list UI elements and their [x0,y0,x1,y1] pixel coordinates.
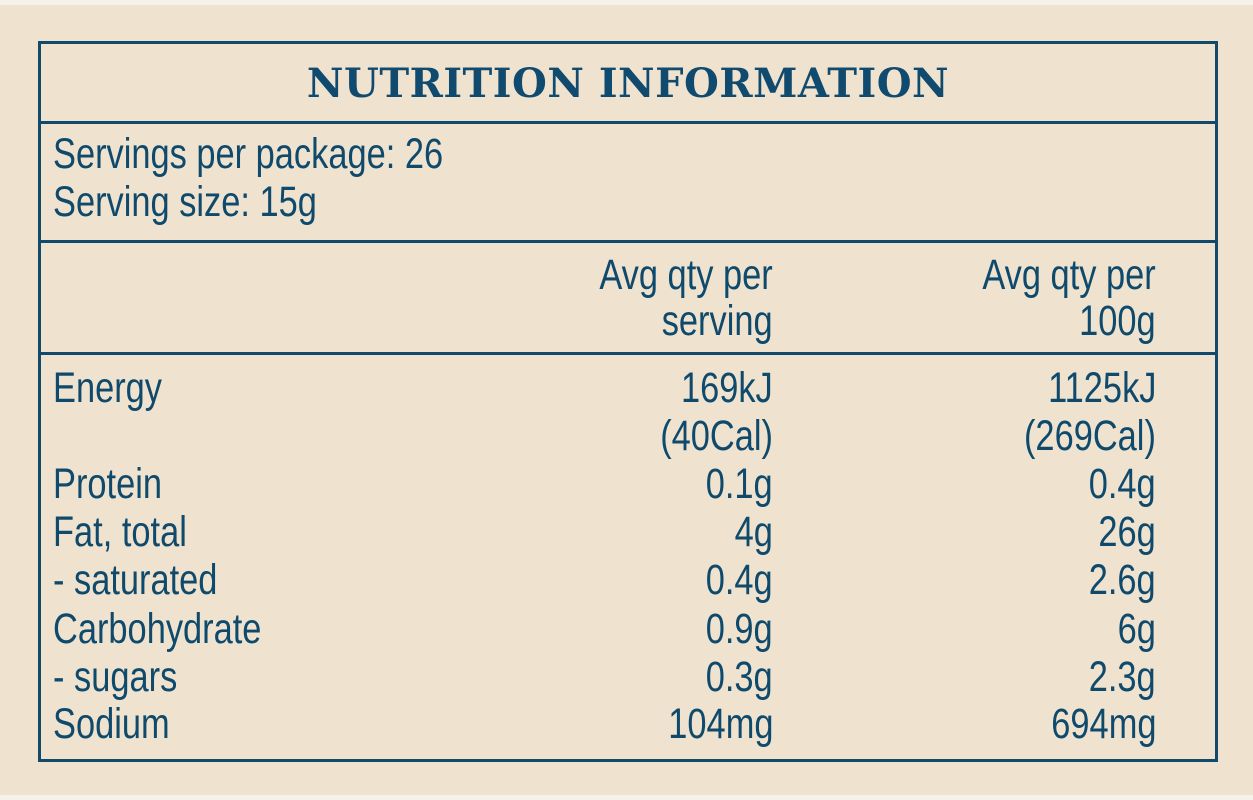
nutrition-panel: NUTRITION INFORMATION Servings per packa… [38,41,1218,762]
header-divider [41,352,1215,355]
col-header-per-100g-line2: 100g [1079,297,1156,345]
row-per-100g: 26g [1098,508,1156,556]
row-per-100g: 694mg [1050,700,1156,748]
row-per-100g: 2.3g [1089,653,1156,701]
row-per-serving: 0.1g [706,460,773,508]
col-header-per-serving-line1: Avg qty per [599,251,773,299]
title-divider [41,121,1215,124]
row-label: - saturated [53,556,218,604]
row-label: Sodium [53,700,170,748]
row-per-serving: 0.3g [706,653,773,701]
row-label: - sugars [53,653,178,701]
col-header-per-100g-line1: Avg qty per [982,251,1156,299]
row-per-serving: 0.9g [706,605,773,653]
panel-title: NUTRITION INFORMATION [306,59,950,107]
row-per-100g: 1125kJ [1047,364,1156,412]
serving-size: Serving size: 15g [53,178,317,226]
row-label: Carbohydrate [53,605,262,653]
row-per-serving: 0.4g [706,556,773,604]
row-per-100g: 6g [1117,605,1156,653]
row-per-serving: 4g [734,508,773,556]
page-edge-top [0,0,1253,5]
row-per-100g: 0.4g [1089,460,1156,508]
row-label: Protein [53,460,162,508]
page-edge-bottom [0,795,1253,800]
row-per-100g: (269Cal) [1024,412,1156,460]
row-per-serving: 104mg [667,700,773,748]
servings-per-package: Servings per package: 26 [53,130,444,178]
row-per-serving: 169kJ [681,364,773,412]
row-label: Energy [53,364,162,412]
row-per-serving: (40Cal) [660,412,773,460]
serving-divider [41,240,1215,243]
col-header-per-serving-line2: serving [662,297,773,345]
row-label: Fat, total [53,508,187,556]
row-per-100g: 2.6g [1089,556,1156,604]
